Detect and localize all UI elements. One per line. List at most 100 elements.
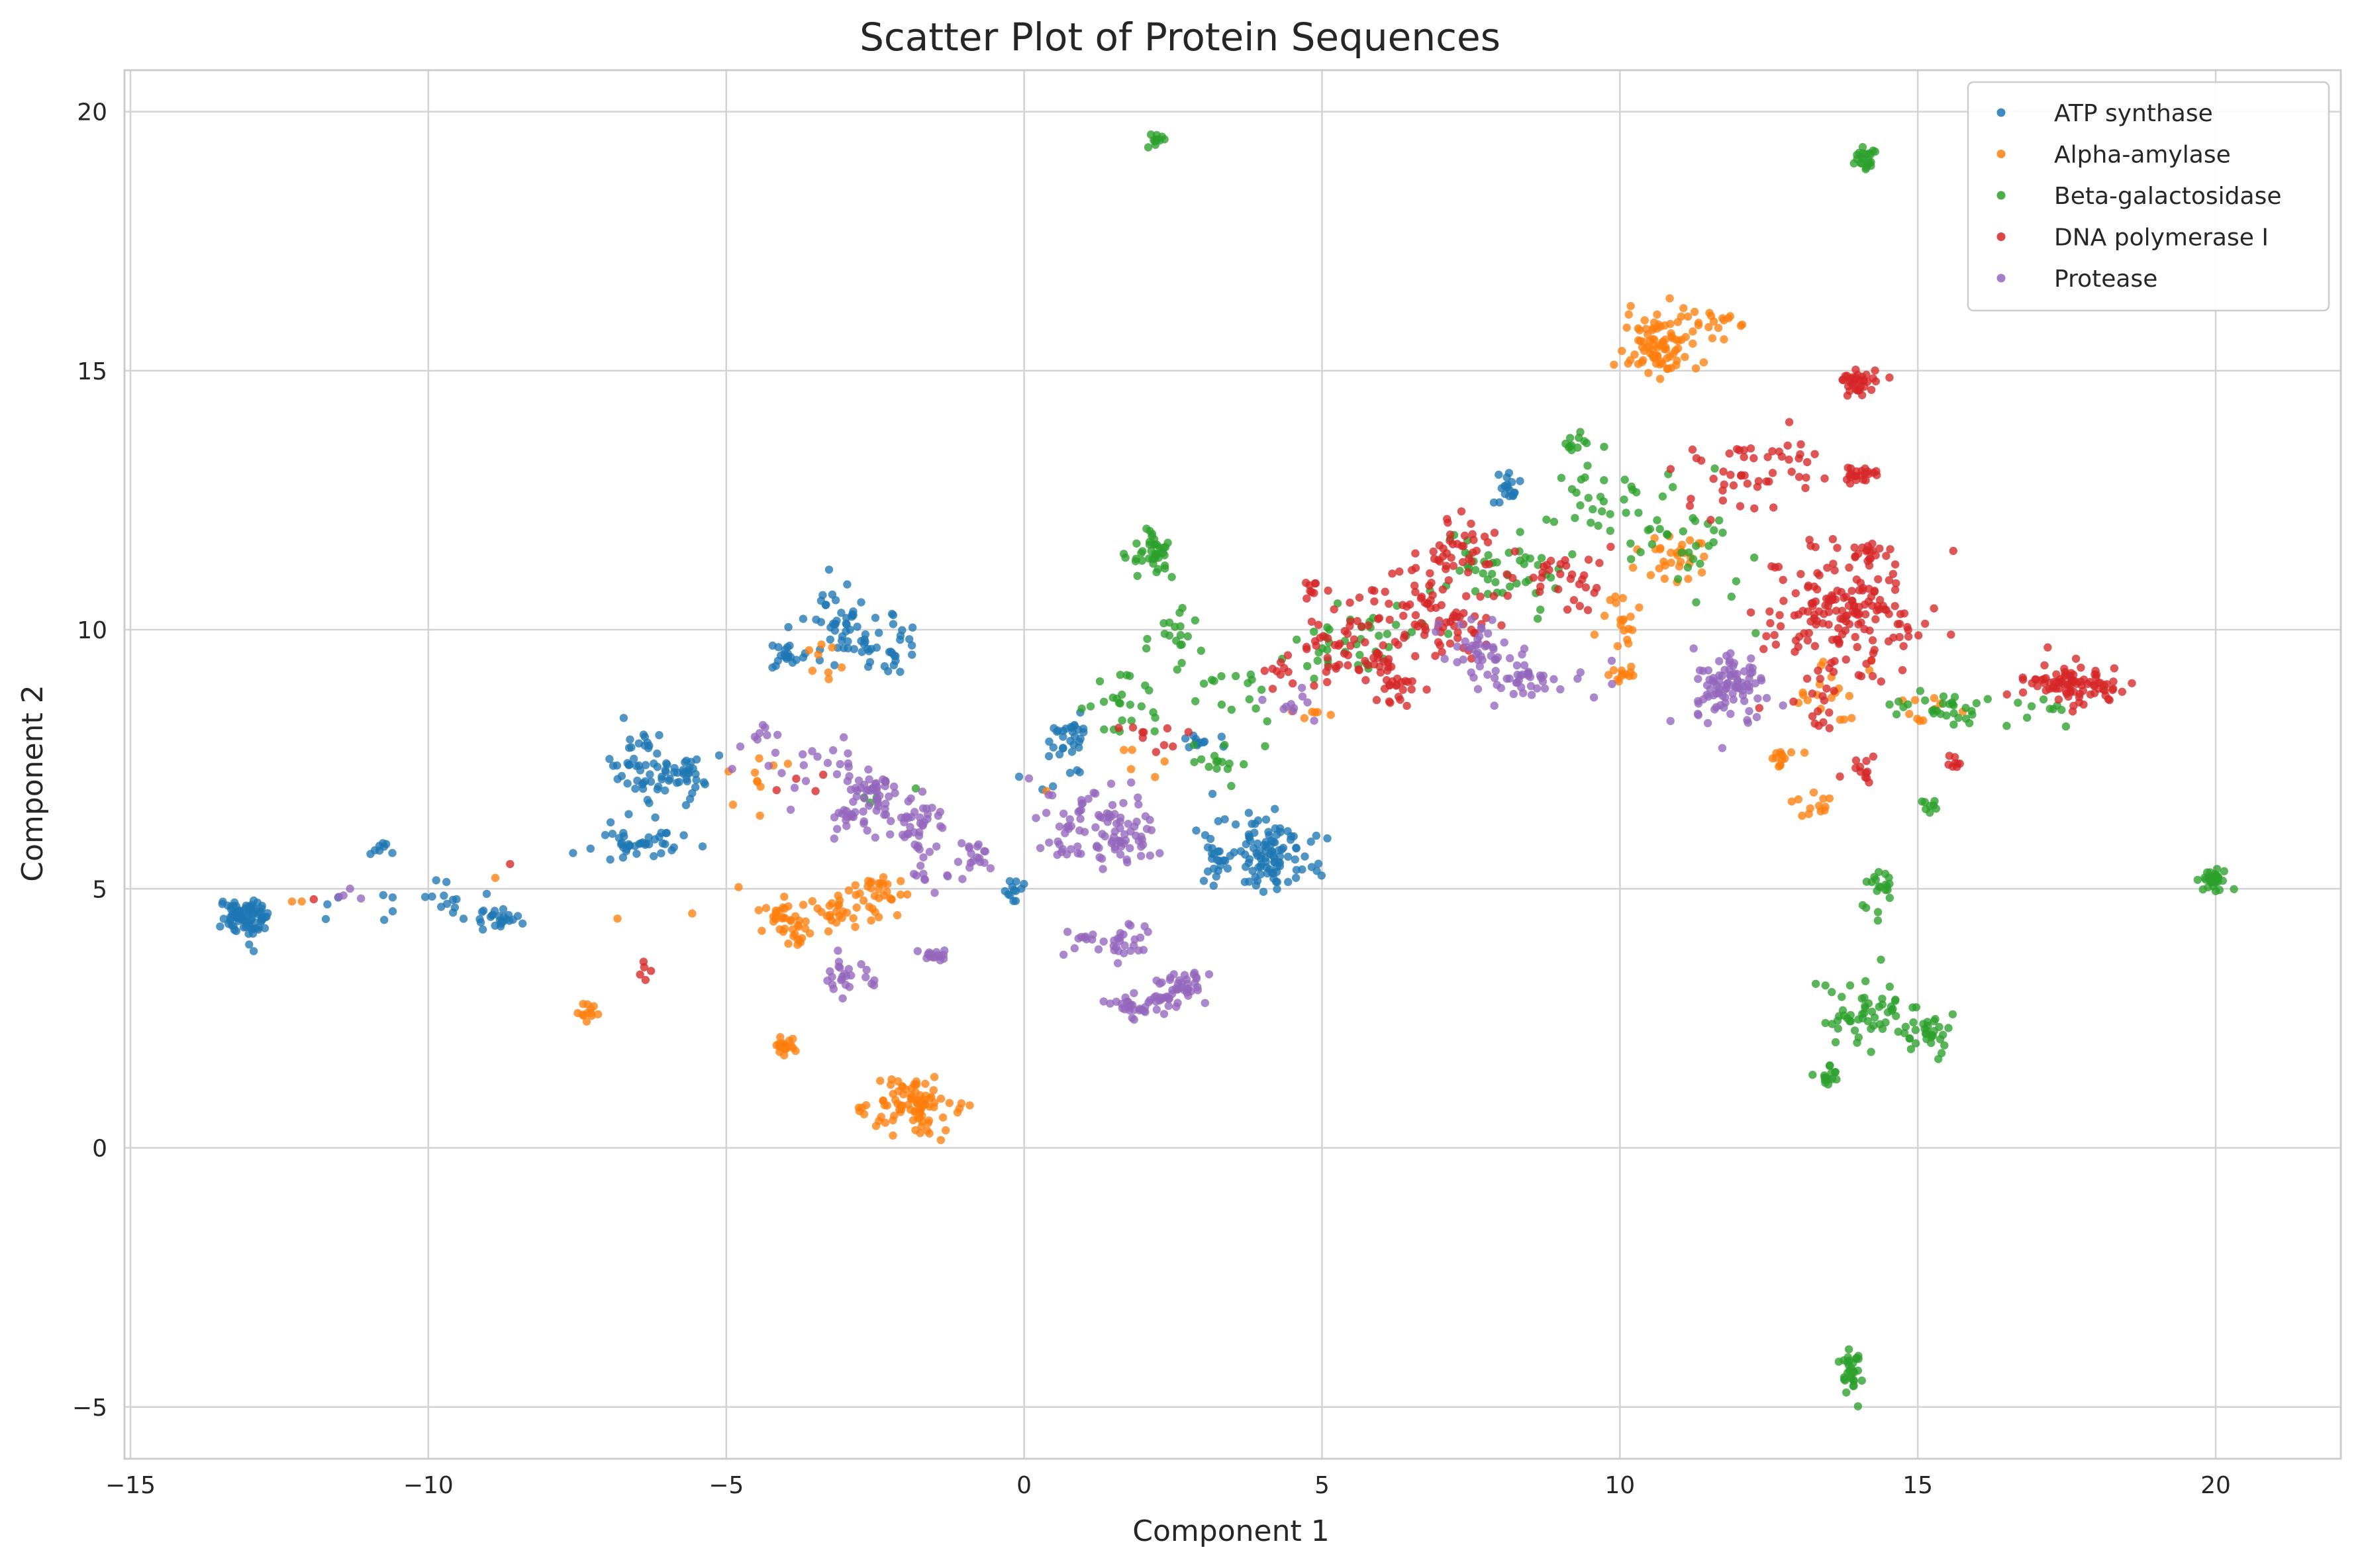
data-point: [1838, 607, 1847, 615]
data-point: [1568, 550, 1577, 559]
data-point: [1075, 768, 1084, 777]
data-point: [1189, 740, 1199, 750]
data-point: [1829, 560, 1838, 568]
data-point: [1385, 599, 1393, 608]
data-point: [1791, 589, 1800, 598]
data-point: [1119, 550, 1128, 558]
data-point: [579, 1000, 587, 1008]
data-point: [1687, 495, 1695, 503]
data-point: [1350, 635, 1359, 644]
data-point: [1626, 302, 1635, 311]
data-point: [486, 912, 495, 921]
data-point: [1159, 741, 1169, 750]
data-point: [875, 628, 883, 637]
data-point: [1691, 516, 1700, 525]
data-point: [830, 834, 839, 843]
data-point: [1934, 1055, 1943, 1063]
data-point: [1067, 748, 1077, 756]
data-point: [661, 786, 669, 795]
data-point: [2102, 680, 2111, 689]
data-point: [1679, 527, 1687, 536]
data-point: [1297, 683, 1306, 693]
data-point: [499, 905, 508, 914]
data-point: [1691, 364, 1700, 373]
data-point: [1738, 320, 1747, 329]
data-point: [1693, 709, 1702, 718]
data-point: [259, 914, 268, 922]
data-point: [1894, 1027, 1902, 1036]
data-point: [912, 871, 921, 880]
data-point: [1527, 691, 1536, 699]
data-point: [1106, 779, 1116, 788]
data-point: [1606, 526, 1614, 535]
data-point: [828, 590, 837, 599]
data-point: [1734, 676, 1742, 685]
data-point: [1467, 519, 1475, 528]
data-point: [898, 626, 907, 634]
data-point: [1587, 518, 1595, 527]
data-point: [916, 861, 925, 870]
data-point: [1918, 797, 1926, 806]
data-point: [875, 885, 883, 894]
data-point: [861, 630, 870, 639]
data-point: [1661, 561, 1669, 570]
data-point: [1383, 666, 1392, 675]
data-point: [449, 908, 458, 917]
data-point: [1205, 762, 1213, 771]
data-point: [907, 1095, 916, 1104]
data-point: [1863, 377, 1872, 386]
data-point: [1718, 486, 1727, 495]
data-point: [1836, 715, 1845, 724]
data-point: [936, 808, 945, 816]
data-point: [902, 1085, 910, 1094]
data-point: [1432, 603, 1440, 612]
data-point: [1700, 552, 1708, 561]
data-point: [1873, 908, 1883, 916]
data-point: [608, 830, 617, 838]
data-point: [1556, 569, 1565, 579]
data-point: [1187, 987, 1196, 996]
data-point: [653, 785, 662, 794]
data-point: [1904, 625, 1912, 634]
data-point: [974, 840, 983, 849]
data-point: [2040, 661, 2049, 669]
data-point: [1775, 611, 1784, 620]
data-point: [1644, 369, 1653, 377]
data-point: [908, 650, 916, 659]
x-tick-label: −5: [709, 1472, 744, 1499]
data-point: [1828, 988, 1836, 997]
data-point: [1045, 737, 1054, 746]
data-point: [638, 779, 648, 788]
data-point: [1176, 630, 1185, 640]
data-point: [1565, 434, 1575, 442]
data-point: [1810, 719, 1819, 728]
data-point: [1593, 583, 1601, 593]
data-point: [1208, 789, 1217, 799]
data-point: [1162, 992, 1171, 1001]
data-point: [1089, 789, 1098, 797]
data-point: [1828, 535, 1838, 544]
data-point: [755, 729, 764, 738]
data-point: [869, 981, 879, 990]
data-point: [1646, 571, 1655, 579]
data-point: [799, 614, 808, 623]
data-point: [1068, 724, 1077, 732]
series-3: [309, 366, 2136, 985]
data-point: [1493, 558, 1501, 567]
data-point: [1885, 893, 1894, 903]
data-point: [1838, 630, 1847, 639]
data-point: [1845, 691, 1853, 701]
data-point: [1720, 703, 1728, 712]
data-point: [896, 667, 905, 676]
data-point: [811, 787, 820, 795]
data-point: [923, 814, 932, 824]
data-point: [1692, 598, 1700, 607]
data-point: [1801, 483, 1810, 493]
data-point: [1768, 447, 1777, 456]
data-point: [1911, 1039, 1920, 1048]
data-point: [1854, 1015, 1863, 1024]
data-point: [1627, 482, 1636, 491]
data-point: [1859, 583, 1867, 593]
data-point: [1624, 624, 1633, 633]
